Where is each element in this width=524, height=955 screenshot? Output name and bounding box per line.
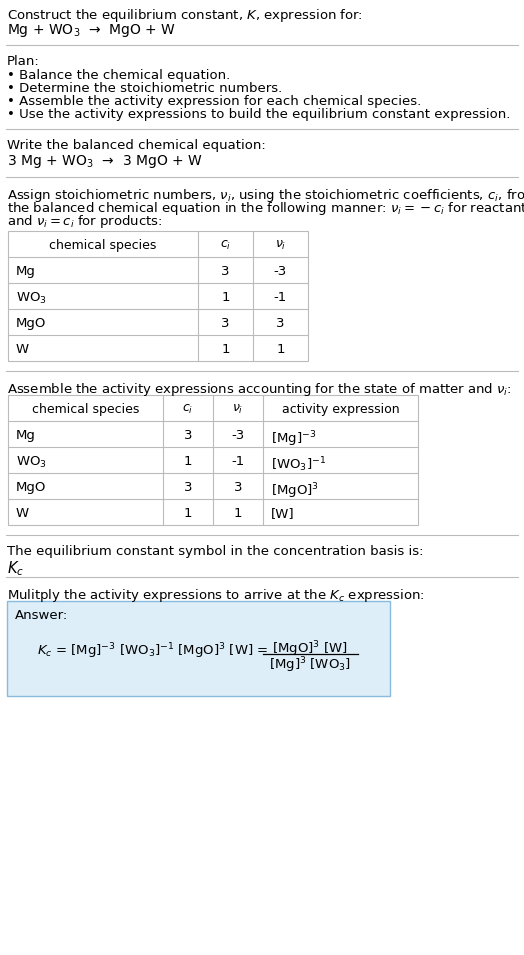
Text: Mg: Mg — [16, 429, 36, 442]
Text: • Assemble the activity expression for each chemical species.: • Assemble the activity expression for e… — [7, 95, 421, 108]
Text: [Mg]$^3$ [WO$_3$]: [Mg]$^3$ [WO$_3$] — [269, 655, 351, 674]
Text: 3 Mg + WO$_3$  →  3 MgO + W: 3 Mg + WO$_3$ → 3 MgO + W — [7, 153, 203, 170]
Text: 3: 3 — [184, 481, 192, 494]
Text: 1: 1 — [184, 507, 192, 520]
Text: Answer:: Answer: — [15, 609, 68, 622]
Text: Construct the equilibrium constant, $K$, expression for:: Construct the equilibrium constant, $K$,… — [7, 7, 363, 24]
Text: Assign stoichiometric numbers, $\nu_i$, using the stoichiometric coefficients, $: Assign stoichiometric numbers, $\nu_i$, … — [7, 187, 524, 204]
Text: activity expression: activity expression — [282, 403, 399, 416]
Text: 1: 1 — [221, 291, 230, 304]
Text: -1: -1 — [274, 291, 287, 304]
Text: -3: -3 — [274, 265, 287, 278]
Text: MgO: MgO — [16, 481, 47, 494]
Text: 1: 1 — [234, 507, 242, 520]
Text: • Determine the stoichiometric numbers.: • Determine the stoichiometric numbers. — [7, 82, 282, 95]
Text: • Balance the chemical equation.: • Balance the chemical equation. — [7, 69, 230, 82]
Text: 3: 3 — [221, 317, 230, 330]
Text: MgO: MgO — [16, 317, 47, 330]
Text: -3: -3 — [232, 429, 245, 442]
Text: $\nu_i$: $\nu_i$ — [232, 403, 244, 416]
Text: • Use the activity expressions to build the equilibrium constant expression.: • Use the activity expressions to build … — [7, 108, 510, 121]
Text: [Mg]$^{-3}$: [Mg]$^{-3}$ — [271, 429, 316, 449]
Text: $\nu_i$: $\nu_i$ — [275, 239, 286, 252]
Text: [W]: [W] — [271, 507, 294, 520]
FancyBboxPatch shape — [8, 395, 418, 525]
Text: Mulitply the activity expressions to arrive at the $K_c$ expression:: Mulitply the activity expressions to arr… — [7, 587, 425, 604]
Text: chemical species: chemical species — [32, 403, 139, 416]
Text: the balanced chemical equation in the following manner: $\nu_i = -c_i$ for react: the balanced chemical equation in the fo… — [7, 200, 524, 217]
Text: 3: 3 — [234, 481, 242, 494]
Text: [WO$_3$]$^{-1}$: [WO$_3$]$^{-1}$ — [271, 455, 326, 474]
Text: $c_i$: $c_i$ — [220, 239, 231, 252]
Text: $K_c$ = [Mg]$^{-3}$ [WO$_3$]$^{-1}$ [MgO]$^3$ [W] =: $K_c$ = [Mg]$^{-3}$ [WO$_3$]$^{-1}$ [MgO… — [37, 641, 270, 661]
Text: 3: 3 — [276, 317, 285, 330]
Text: 1: 1 — [221, 343, 230, 356]
Text: Assemble the activity expressions accounting for the state of matter and $\nu_i$: Assemble the activity expressions accoun… — [7, 381, 512, 398]
Text: 1: 1 — [184, 455, 192, 468]
Text: Plan:: Plan: — [7, 55, 40, 68]
Text: 1: 1 — [276, 343, 285, 356]
FancyBboxPatch shape — [7, 601, 390, 696]
Text: chemical species: chemical species — [49, 239, 157, 252]
Text: 3: 3 — [221, 265, 230, 278]
Text: The equilibrium constant symbol in the concentration basis is:: The equilibrium constant symbol in the c… — [7, 545, 423, 558]
Text: $K_c$: $K_c$ — [7, 559, 24, 578]
FancyBboxPatch shape — [8, 231, 308, 361]
Text: 3: 3 — [184, 429, 192, 442]
Text: [MgO]$^3$: [MgO]$^3$ — [271, 481, 319, 500]
Text: WO$_3$: WO$_3$ — [16, 291, 47, 307]
Text: Write the balanced chemical equation:: Write the balanced chemical equation: — [7, 139, 266, 152]
Text: Mg + WO$_3$  →  MgO + W: Mg + WO$_3$ → MgO + W — [7, 22, 176, 39]
Text: W: W — [16, 507, 29, 520]
Text: and $\nu_i = c_i$ for products:: and $\nu_i = c_i$ for products: — [7, 213, 162, 230]
Text: WO$_3$: WO$_3$ — [16, 455, 47, 470]
Text: -1: -1 — [232, 455, 245, 468]
Text: $c_i$: $c_i$ — [182, 403, 194, 416]
Text: W: W — [16, 343, 29, 356]
Text: [MgO]$^3$ [W]: [MgO]$^3$ [W] — [272, 639, 348, 659]
Text: Mg: Mg — [16, 265, 36, 278]
